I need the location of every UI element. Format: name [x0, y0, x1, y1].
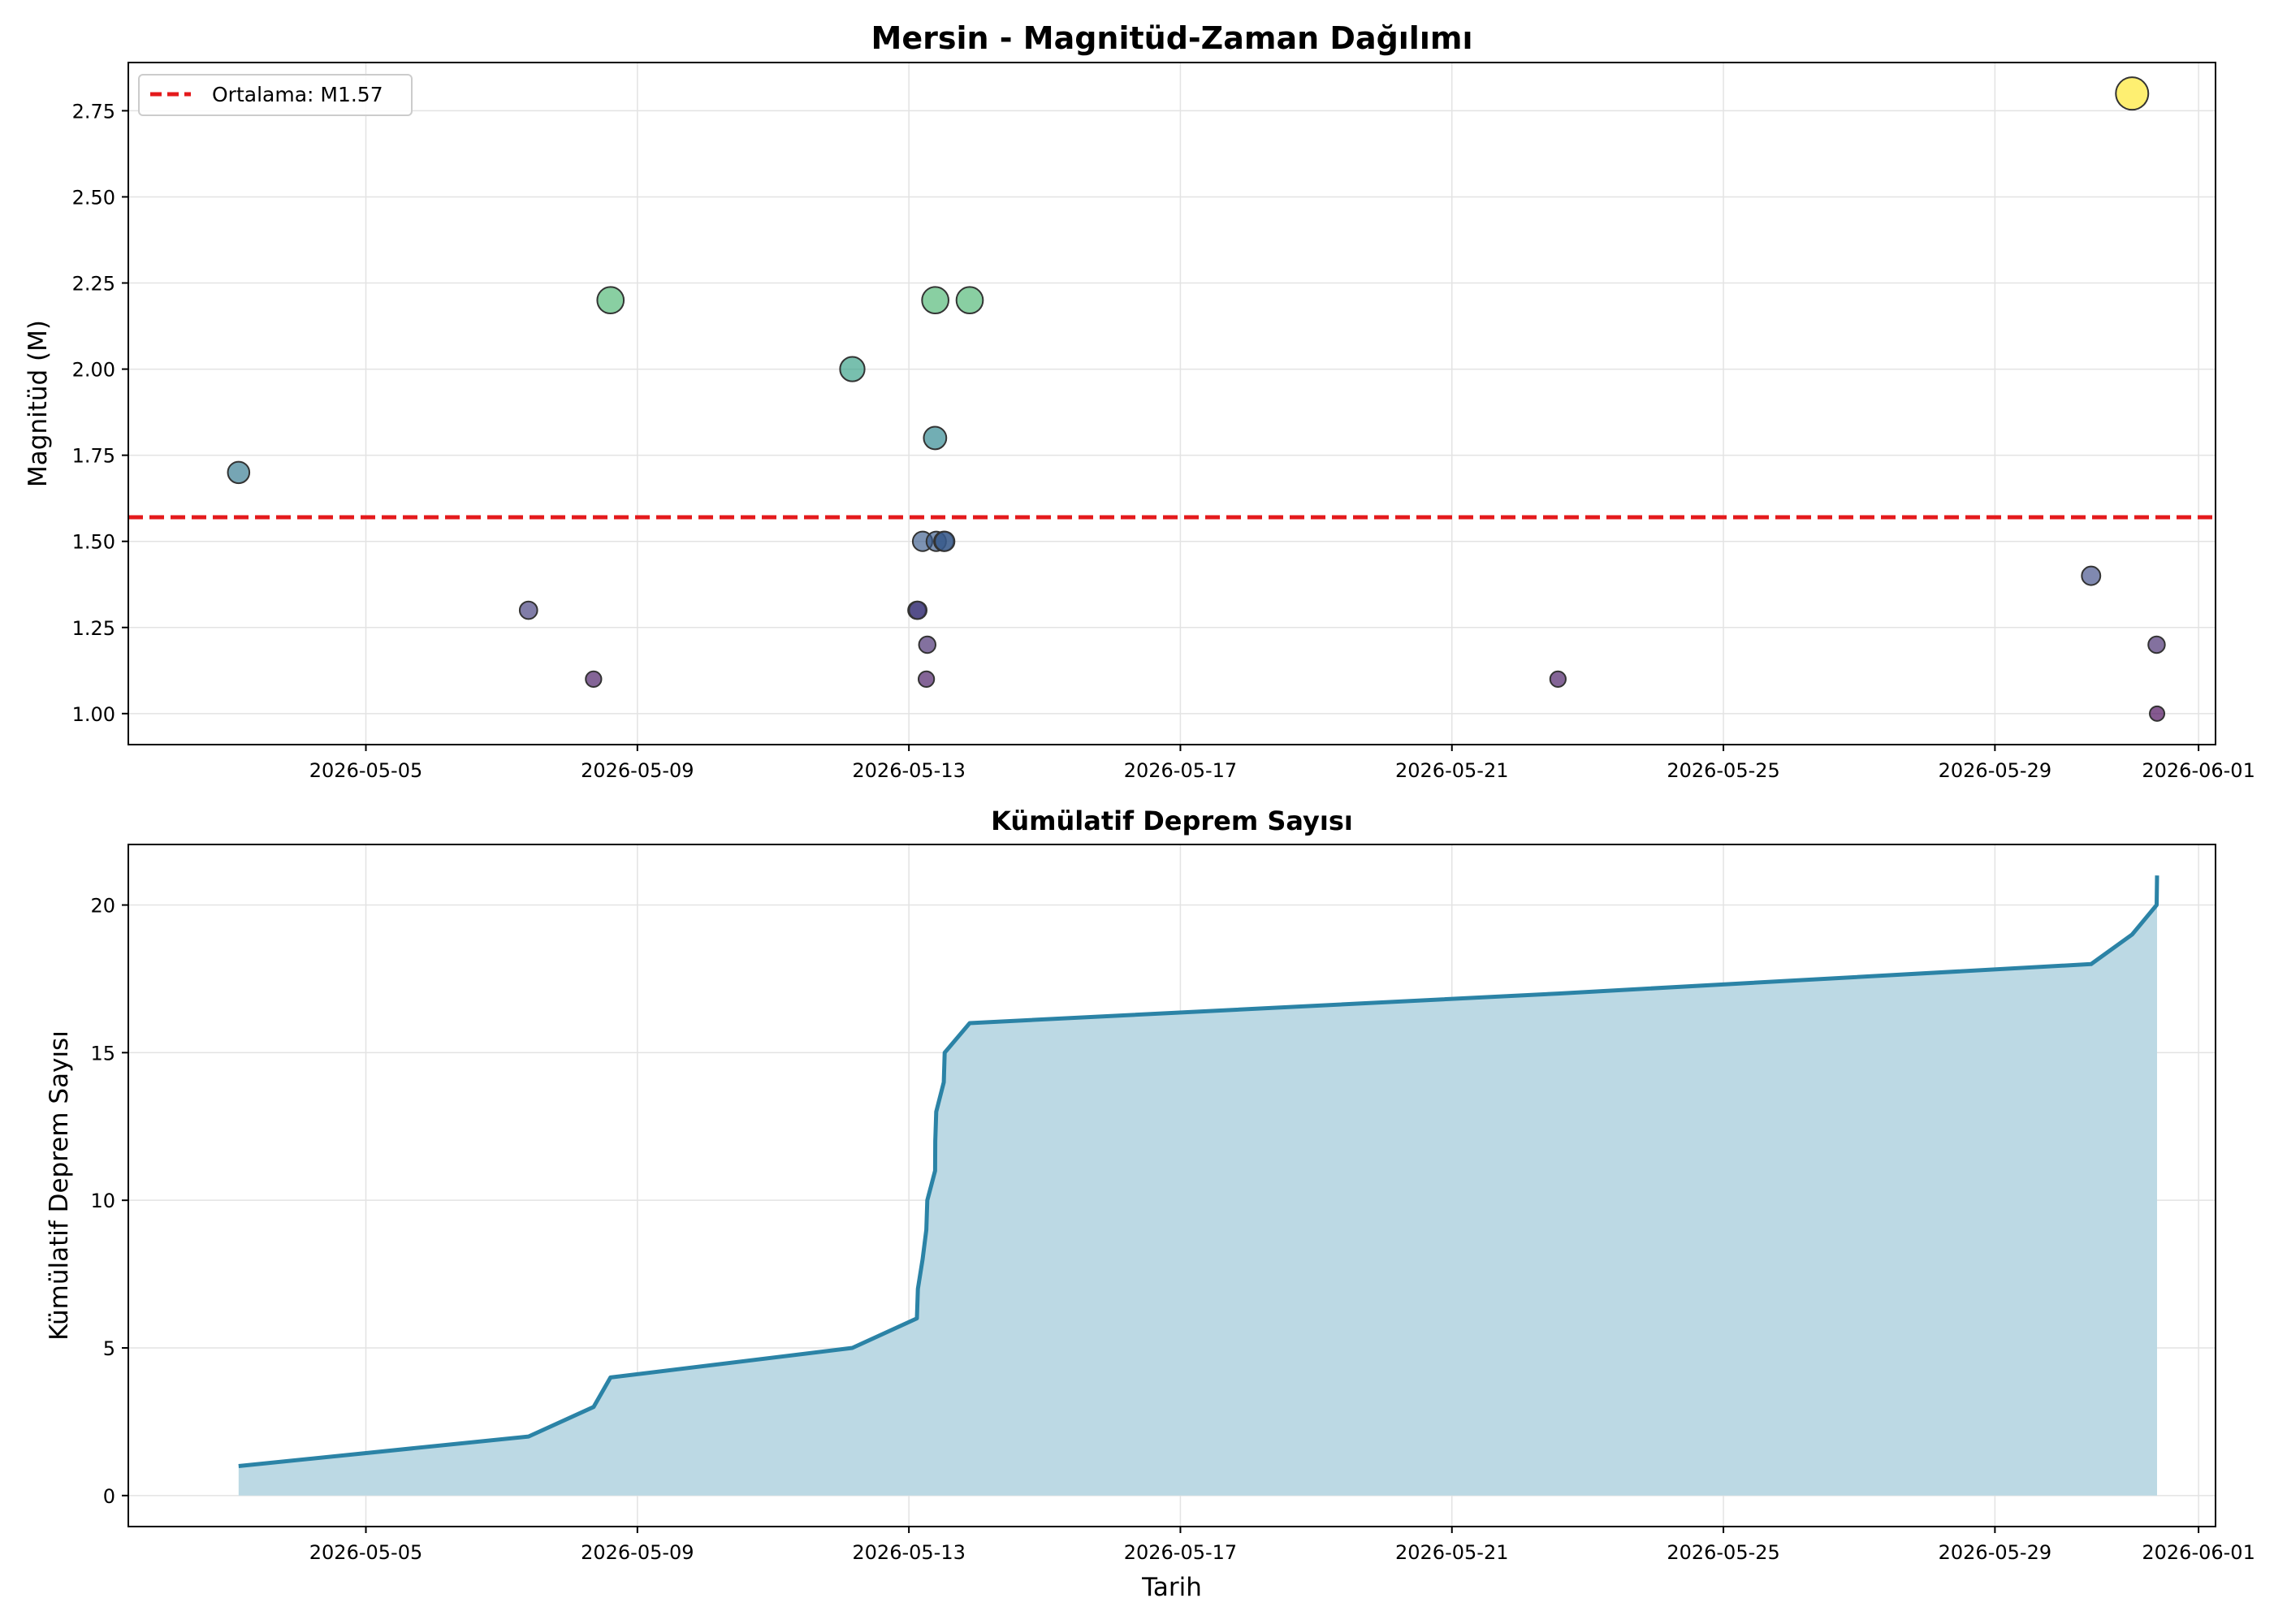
- scatter-point: [596, 286, 625, 315]
- scatter-point: [2149, 705, 2166, 722]
- x-tick-label: 2026-05-29: [1939, 1541, 2051, 1564]
- scatter-point: [2147, 635, 2166, 654]
- y-tick-label: 1.00: [72, 703, 115, 726]
- scatter-point: [921, 286, 949, 315]
- plot-frame: [128, 844, 2216, 1527]
- y-axis-ticks: 0 5 10 15 20: [90, 895, 128, 1508]
- x-tick-label: 2026-05-17: [1124, 759, 1237, 782]
- x-tick-label: 2026-06-01: [2142, 1541, 2255, 1564]
- scatter-point: [918, 670, 936, 689]
- y-tick-label: 2.75: [72, 100, 115, 123]
- y-tick-label: 2.00: [72, 359, 115, 382]
- y-tick-label: 1.25: [72, 617, 115, 640]
- y-tick-label: 1.50: [72, 531, 115, 554]
- scatter-point: [2115, 76, 2150, 111]
- y-tick-label: 20: [90, 895, 115, 918]
- y-axis-label: Kümülatif Deprem Sayısı: [45, 1030, 74, 1341]
- scatter-point: [1549, 670, 1567, 689]
- x-tick-label: 2026-05-21: [1395, 1541, 1508, 1564]
- y-tick-label: 0: [103, 1485, 115, 1508]
- x-tick-label: 2026-05-05: [309, 1541, 422, 1564]
- y-axis-ticks: 1.00 1.25 1.50 1.75 2.00 2.25 2.50 2.75: [72, 100, 128, 726]
- y-tick-label: 1.75: [72, 445, 115, 468]
- plot-frame: [128, 62, 2216, 745]
- x-axis-ticks: 2026-05-05 2026-05-09 2026-05-13 2026-05-17…: [309, 745, 2255, 782]
- scatter-points: [227, 76, 2166, 722]
- x-tick-label: 2026-05-25: [1667, 759, 1779, 782]
- x-tick-label: 2026-05-09: [581, 759, 694, 782]
- x-tick-label: 2026-05-05: [309, 759, 422, 782]
- x-tick-label: 2026-05-17: [1124, 1541, 1237, 1564]
- cumulative-area: [238, 875, 2157, 1496]
- x-tick-label: 2026-05-29: [1939, 759, 2051, 782]
- x-axis-label: Tarih: [1141, 1573, 1202, 1602]
- y-tick-label: 15: [90, 1042, 115, 1065]
- scatter-point: [2081, 565, 2102, 586]
- y-tick-label: 10: [90, 1190, 115, 1212]
- scatter-point: [908, 600, 927, 620]
- legend-box: [138, 74, 413, 116]
- chart-title: Kümülatif Deprem Sayısı: [991, 806, 1353, 836]
- scatter-point: [839, 356, 866, 382]
- chart-title: Mersin - Magnitüd-Zaman Dağılımı: [871, 20, 1473, 56]
- scatter-point: [934, 530, 956, 552]
- scatter-point: [923, 425, 948, 451]
- y-axis-label: Magnitüd (M): [24, 320, 53, 487]
- scatter-point: [585, 670, 603, 689]
- x-axis-ticks: 2026-05-05 2026-05-09 2026-05-13 2026-05-17…: [309, 1527, 2255, 1564]
- y-tick-label: 2.50: [72, 186, 115, 209]
- legend-label: Ortalama: M1.57: [212, 83, 383, 106]
- scatter-point: [955, 286, 984, 315]
- y-tick-label: 2.25: [72, 273, 115, 296]
- x-tick-label: 2026-05-09: [581, 1541, 694, 1564]
- scatter-point: [227, 460, 251, 485]
- x-tick-label: 2026-05-13: [852, 1541, 965, 1564]
- legend: Ortalama: M1.57: [138, 74, 413, 116]
- grid: [128, 63, 2216, 745]
- scatter-point: [518, 600, 538, 620]
- scatter-point: [918, 635, 936, 654]
- cumulative-panel: Kümülatif Deprem Sayısı 0 5 10 15 20 2026-05…: [45, 806, 2255, 1602]
- y-tick-label: 5: [103, 1337, 115, 1360]
- x-tick-label: 2026-05-13: [852, 759, 965, 782]
- x-tick-label: 2026-06-01: [2142, 759, 2255, 782]
- x-tick-label: 2026-05-21: [1395, 759, 1508, 782]
- cumulative-line: [238, 875, 2159, 1468]
- magnitude-time-panel: Mersin - Magnitüd-Zaman Dağılımı 1.00 1.2…: [24, 20, 2255, 782]
- x-tick-label: 2026-05-25: [1667, 1541, 1779, 1564]
